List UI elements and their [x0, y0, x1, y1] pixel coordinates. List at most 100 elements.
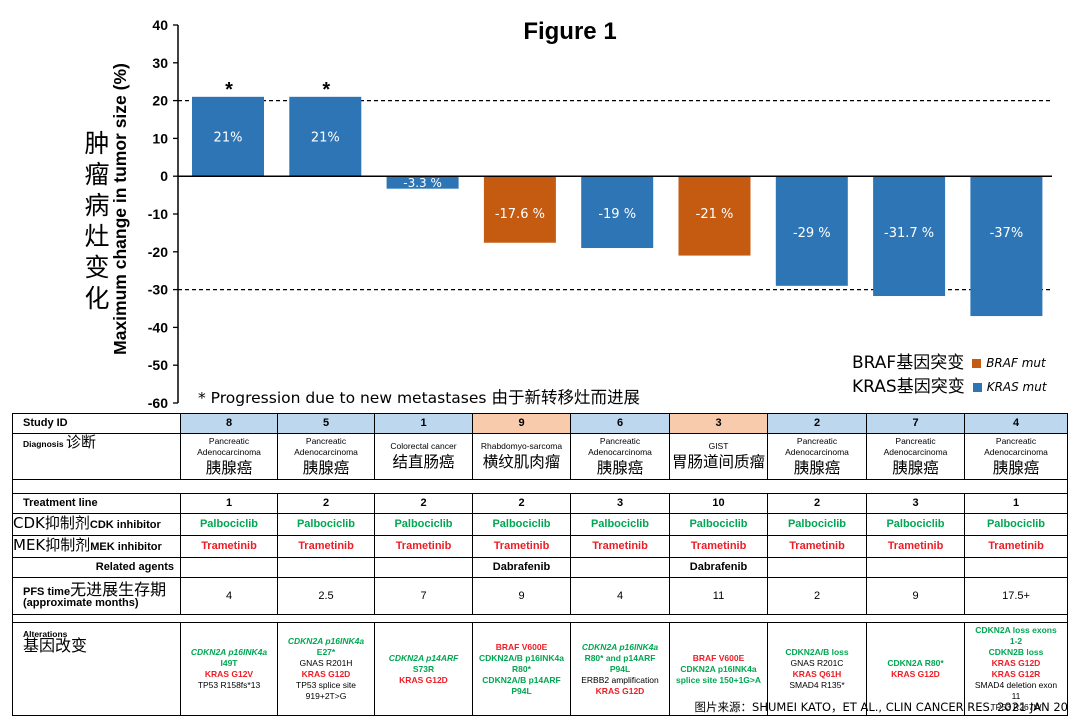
treatment-line-cell: 2	[767, 493, 867, 514]
y-tick-label: 30	[152, 55, 168, 71]
bar-value-label: -3.3 %	[403, 176, 442, 190]
label-pfs-en: PFS time	[23, 585, 71, 598]
alteration-text: CDKN2B loss	[988, 647, 1044, 657]
diagnosis-cn: 胰腺癌	[205, 458, 253, 477]
diagnosis-en: Pancreatic Adenocarcinoma	[294, 435, 358, 457]
treatment-line-cell: 2	[374, 493, 473, 514]
alteration-text: E27*	[316, 647, 336, 657]
cdk-cell: Palbociclib	[472, 513, 571, 536]
alteration-text: KRAS G12V	[204, 669, 254, 679]
progression-note-cn: 由于新转移灶而进展	[491, 388, 640, 407]
spacer-cell	[12, 479, 1068, 494]
progression-note-en: * Progression due to new metastases	[198, 389, 487, 407]
label-mek: MEK抑制剂MEK inhibitor	[12, 535, 181, 558]
alteration-text: TP53 splice site	[296, 680, 356, 690]
alteration-text: CDKN2A p16INK4a	[680, 663, 757, 674]
mek-cell: Trametinib	[180, 535, 278, 558]
label-diagnosis-en: Diagnosis	[23, 439, 64, 449]
label-cdk: CDK抑制剂CDK inhibitor	[12, 513, 181, 536]
treatment-line-cell: 1	[180, 493, 278, 514]
diagnosis-cell: Pancreatic Adenocarcinoma 胰腺癌	[277, 433, 375, 480]
alteration-text: KRAS G12D	[991, 658, 1041, 668]
label-pfs-sub: (approximate months)	[23, 596, 139, 609]
alteration-text: SMAD4 R135*	[789, 680, 845, 690]
pfs-cell: 4	[570, 577, 670, 615]
label-treatment-line: Treatment line	[12, 493, 181, 514]
bar-value-label: -17.6 %	[495, 207, 545, 222]
legend-kras-en: KRAS mut	[986, 380, 1047, 394]
alterations-cell: BRAF V600E CDKN2A p16INK4a splice site 1…	[669, 622, 768, 716]
alteration-text: S73R	[412, 663, 435, 674]
pfs-cell: 17.5+	[964, 577, 1068, 615]
alteration-text: KRAS G12D	[595, 685, 645, 696]
alterations-cell: CDKN2A p14ARF S73R KRAS G12D	[374, 622, 473, 716]
alteration-text: CDKN2A loss exons	[975, 625, 1057, 635]
alteration-text: KRAS G12D	[891, 669, 940, 679]
legend-kras: KRAS基因突变 KRAS mut	[852, 372, 1047, 397]
related-cell	[767, 557, 867, 578]
label-cdk-en: CDK inhibitor	[89, 519, 161, 531]
mek-cell: Trametinib	[767, 535, 867, 558]
diagnosis-cell: Pancreatic Adenocarcinoma 胰腺癌	[570, 433, 670, 480]
mek-cell: Trametinib	[277, 535, 375, 558]
bar-value-label: -31.7 %	[884, 226, 934, 241]
treatment-line-cell: 3	[866, 493, 965, 514]
related-cell: Dabrafenib	[472, 557, 571, 578]
label-alterations-cn: 基因改变	[23, 636, 88, 655]
alteration-text: 11	[1011, 691, 1021, 701]
diagnosis-en: Colorectal cancer	[390, 441, 457, 451]
y-axis-label-cn: 肿瘤病灶变化	[80, 128, 114, 314]
row-diagnosis: Diagnosis 诊断 Pancreatic Adenocarcinoma 胰腺…	[12, 433, 1068, 480]
label-related: Related agents	[12, 557, 181, 578]
diagnosis-en: Pancreatic Adenocarcinoma	[984, 435, 1048, 457]
related-cell: Dabrafenib	[669, 557, 768, 578]
bar	[483, 176, 556, 243]
row-mek-inhibitor: MEK抑制剂MEK inhibitor Trametinib Trametini…	[12, 535, 1068, 558]
alterations-cell: CDKN2A p16INK4a I49T KRAS G12V TP53 R158…	[180, 622, 278, 716]
mek-cell: Trametinib	[570, 535, 670, 558]
bar	[289, 96, 362, 177]
bar-value-label: -29 %	[793, 226, 831, 241]
alteration-text: CDKN2A R80*	[887, 658, 944, 668]
cdk-cell: Palbociclib	[767, 513, 867, 536]
progression-marker: *	[322, 79, 330, 101]
alteration-text: GNAS R201H	[299, 658, 353, 668]
study-id-cell: 1	[374, 413, 473, 434]
diagnosis-cn: 结直肠癌	[392, 453, 455, 471]
alteration-text: I49T	[220, 658, 238, 668]
pfs-cell: 2.5	[277, 577, 375, 615]
cdk-cell: Palbociclib	[866, 513, 965, 536]
alteration-text: TP53 R158fs*13	[197, 680, 261, 690]
bar-value-label: -21 %	[696, 207, 734, 222]
diagnosis-cn: 胰腺癌	[992, 458, 1040, 477]
diagnosis-cn: 胰腺癌	[793, 458, 841, 477]
bar	[581, 176, 654, 249]
bar	[970, 176, 1043, 317]
diagnosis-en: Rhabdomyo-sarcoma	[480, 441, 563, 451]
alteration-text: CDKN2A p14ARF	[388, 652, 459, 663]
y-tick-label: 0	[160, 168, 168, 184]
label-mek-en: MEK inhibitor	[90, 541, 162, 553]
study-id-cell: 4	[964, 413, 1068, 434]
label-study-id: Study ID	[12, 413, 181, 434]
treatment-line-cell: 1	[964, 493, 1068, 514]
pfs-cell: 9	[472, 577, 571, 615]
alteration-text: splice site 150+1G>A	[675, 674, 762, 685]
bar	[775, 176, 848, 286]
legend-braf: BRAF基因突变 BRAF mut	[852, 348, 1046, 373]
row-alterations: Alterations 基因改变 CDKN2A p16INK4a I49T KR…	[12, 622, 1068, 716]
bar	[678, 176, 751, 256]
alteration-text: KRAS Q61H	[792, 669, 842, 679]
alteration-text: CDKN2A/B loss	[785, 647, 849, 657]
bar-value-label: -19 %	[598, 207, 636, 222]
legend-kras-cn: KRAS基因突变	[852, 377, 965, 397]
alteration-text: CDKN2A p16INK4a	[581, 641, 659, 652]
study-id-cell: 3	[669, 413, 768, 434]
row-related-agents: Related agents Dabrafenib Dabrafenib	[12, 557, 1068, 578]
alteration-text: SMAD4 deletion exon	[974, 680, 1058, 690]
bar	[192, 96, 264, 177]
legend-braf-cn: BRAF基因突变	[852, 353, 965, 373]
diagnosis-cell: Pancreatic Adenocarcinoma 胰腺癌	[964, 433, 1068, 480]
mek-cell: Trametinib	[472, 535, 571, 558]
diagnosis-cell: Rhabdomyo-sarcoma 横纹肌肉瘤	[472, 433, 571, 480]
